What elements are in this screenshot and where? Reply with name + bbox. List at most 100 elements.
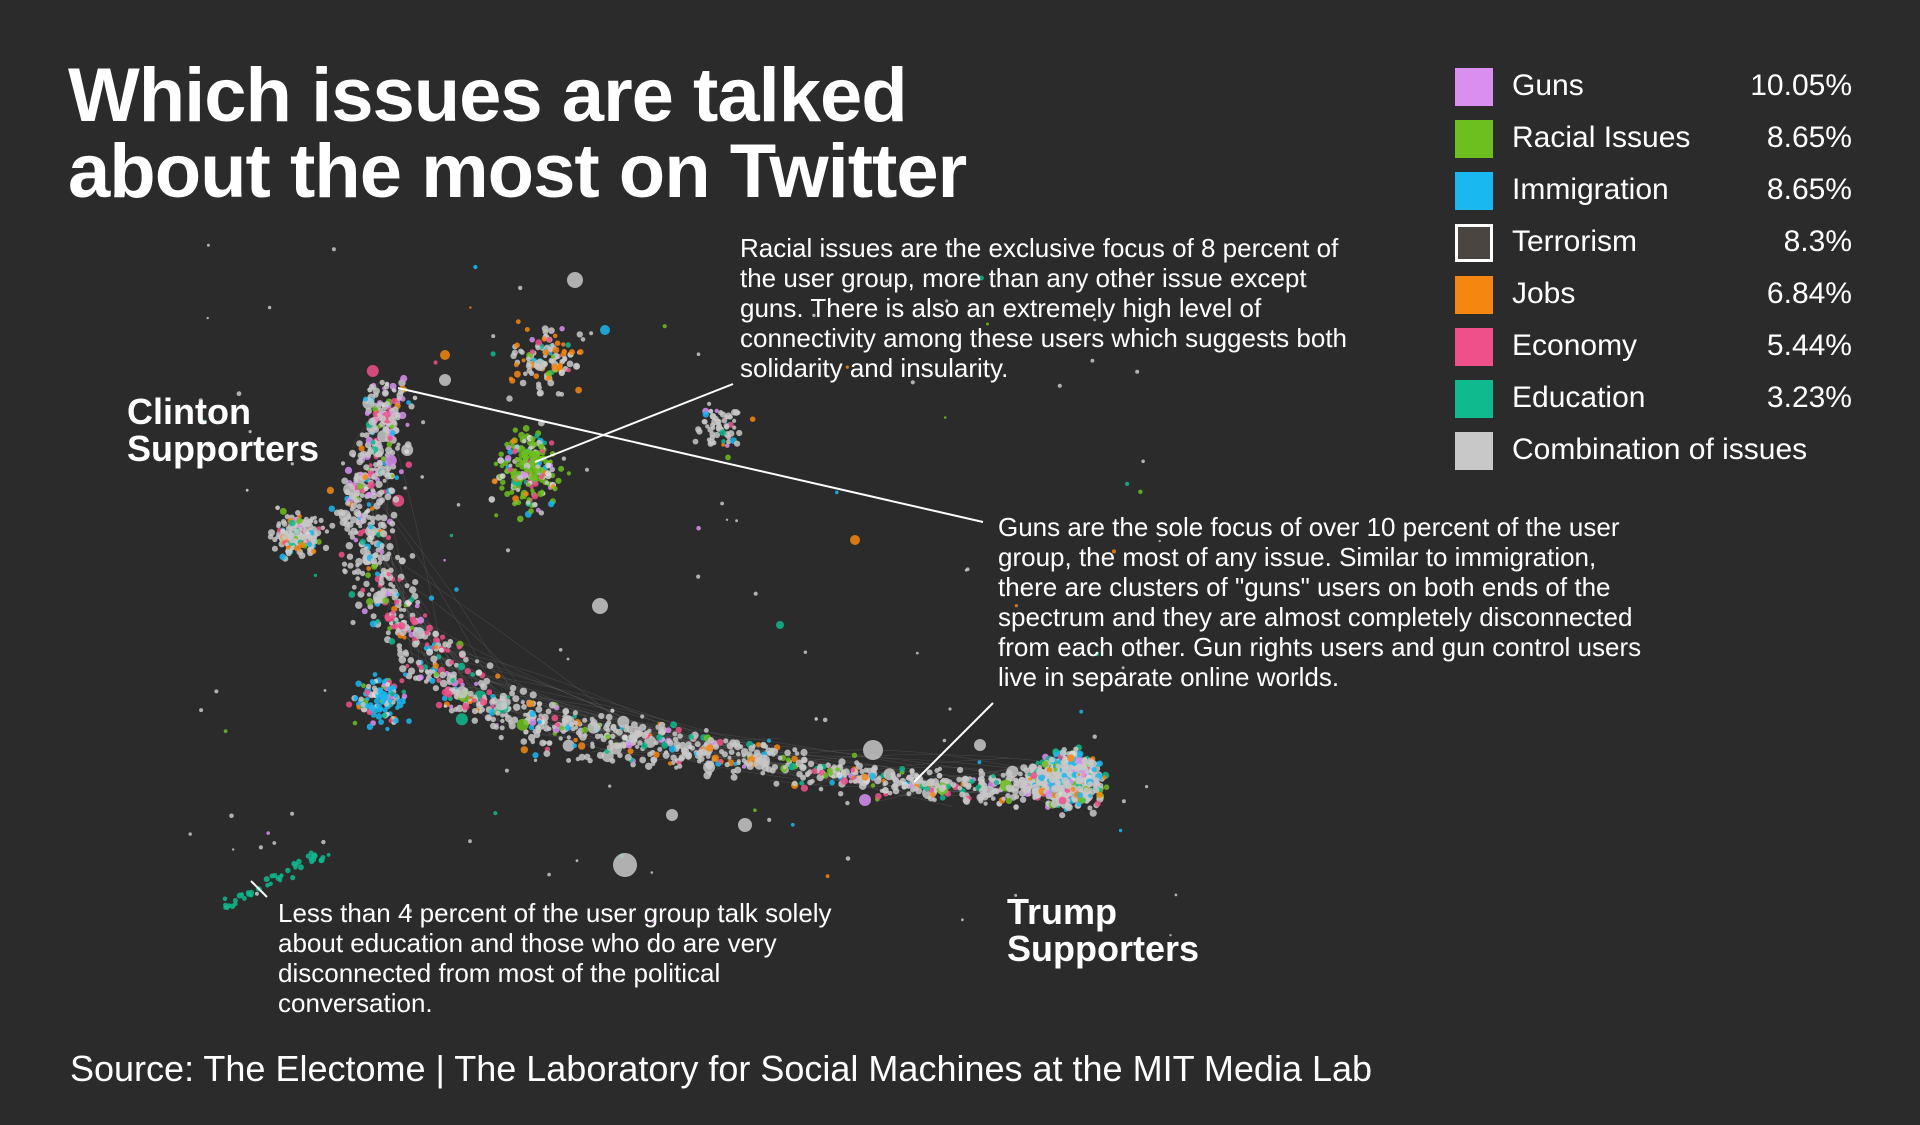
network-node (909, 776, 914, 782)
network-node (464, 668, 471, 675)
network-node (543, 750, 551, 757)
network-node (517, 474, 524, 481)
network-node (598, 712, 605, 720)
network-node (573, 720, 579, 726)
network-node (934, 782, 940, 789)
network-node (396, 698, 402, 704)
network-node (353, 498, 360, 504)
network-node (284, 514, 290, 520)
network-node (380, 567, 387, 574)
network-node (628, 734, 633, 740)
network-node (666, 809, 678, 821)
network-node (1102, 775, 1107, 780)
network-node (532, 752, 539, 759)
network-node (624, 753, 632, 761)
network-node (199, 708, 204, 713)
network-node (547, 379, 555, 387)
network-node (351, 453, 356, 458)
network-node (491, 697, 498, 704)
network-node (561, 456, 567, 461)
network-node (370, 587, 375, 592)
network-node (379, 706, 384, 711)
network-node (932, 797, 937, 802)
network-node (384, 401, 390, 408)
network-node (384, 465, 390, 470)
network-node (603, 724, 610, 732)
network-node (1066, 764, 1074, 771)
network-node (409, 586, 417, 594)
network-node (375, 713, 383, 720)
network-node (831, 774, 836, 779)
network-node (373, 698, 380, 704)
network-edge (384, 598, 717, 753)
network-node (297, 864, 304, 871)
network-node (374, 571, 380, 577)
racial-leader-line (534, 383, 734, 463)
legend-swatch (1455, 224, 1493, 262)
network-node (541, 336, 547, 342)
network-node (497, 457, 505, 464)
network-node (513, 448, 518, 453)
network-node (399, 665, 407, 673)
network-node (378, 489, 385, 496)
network-node (1041, 760, 1049, 768)
network-node (688, 733, 695, 740)
network-edge (439, 662, 761, 749)
network-node (991, 796, 996, 801)
network-node (1089, 760, 1097, 768)
network-node (850, 535, 860, 545)
network-node (1061, 772, 1068, 779)
network-node (386, 543, 394, 551)
network-node (380, 456, 387, 462)
network-node (407, 657, 415, 664)
network-node (677, 733, 683, 739)
legend-item: Economy 5.44% (1452, 326, 1852, 368)
network-node (1169, 934, 1172, 937)
network-node (526, 699, 535, 708)
network-node (401, 689, 407, 695)
network-node (974, 739, 986, 751)
network-node (538, 443, 545, 450)
network-node (657, 728, 666, 736)
network-node (840, 777, 849, 785)
network-node (736, 429, 743, 437)
network-node (515, 480, 521, 487)
network-node (550, 342, 555, 348)
network-node (569, 721, 575, 728)
network-node (705, 754, 711, 759)
legend-item: Education 3.23% (1452, 378, 1852, 420)
network-node (488, 496, 496, 503)
network-node (721, 439, 726, 444)
network-node (312, 853, 318, 859)
network-node (1019, 796, 1027, 803)
network-node (344, 525, 351, 532)
network-node (677, 763, 683, 769)
network-node (271, 545, 278, 552)
network-node (522, 438, 527, 444)
network-node (529, 349, 535, 355)
network-node (533, 758, 538, 762)
network-node (1076, 801, 1082, 807)
network-node (1059, 785, 1066, 792)
network-edge (361, 537, 620, 721)
guns-leader-line-upper (397, 387, 984, 523)
network-node (379, 421, 386, 428)
network-node (500, 718, 505, 724)
network-node (387, 626, 392, 631)
network-node (343, 520, 350, 528)
network-node (516, 718, 529, 731)
network-node (506, 695, 510, 699)
network-node (721, 442, 726, 447)
network-node (350, 619, 356, 626)
network-node (938, 784, 946, 792)
network-node (386, 535, 392, 541)
network-node (382, 478, 387, 483)
network-node (1070, 786, 1076, 792)
network-node (514, 370, 521, 378)
network-node (1031, 784, 1039, 792)
annotation-leader-lines (250, 383, 994, 898)
network-node (1075, 757, 1084, 766)
network-node (525, 356, 531, 362)
network-node (1064, 798, 1071, 804)
network-node (480, 698, 488, 706)
